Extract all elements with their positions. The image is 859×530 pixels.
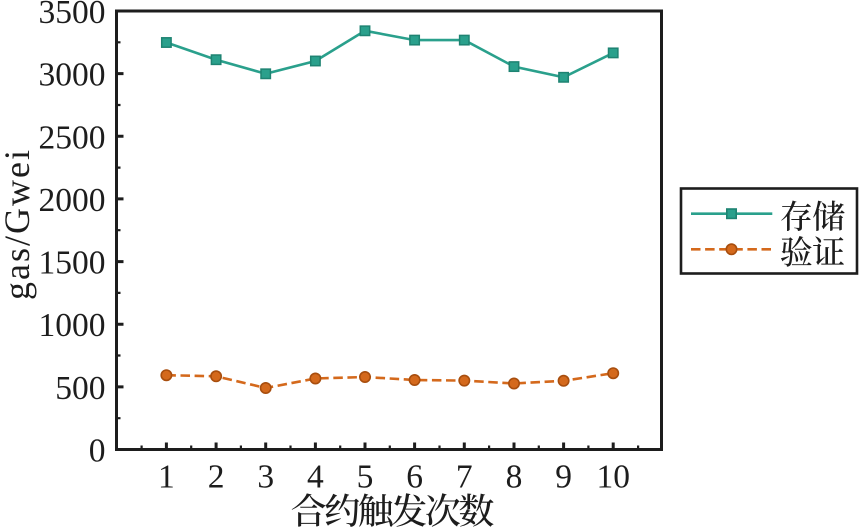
svg-text:10: 10 <box>596 458 630 495</box>
svg-text:7: 7 <box>456 458 473 495</box>
svg-text:0: 0 <box>89 433 106 470</box>
svg-text:9: 9 <box>555 458 572 495</box>
svg-text:1500: 1500 <box>39 245 106 282</box>
svg-text:6: 6 <box>406 458 423 495</box>
svg-text:3500: 3500 <box>39 0 106 31</box>
svg-text:2000: 2000 <box>39 182 106 219</box>
svg-text:4: 4 <box>307 458 324 495</box>
svg-text:1000: 1000 <box>39 307 106 344</box>
svg-text:gas/Gwei: gas/Gwei <box>0 148 37 300</box>
svg-text:3: 3 <box>257 458 274 495</box>
svg-text:500: 500 <box>55 370 105 407</box>
svg-text:1: 1 <box>158 458 175 495</box>
svg-text:3000: 3000 <box>39 57 106 94</box>
svg-text:8: 8 <box>506 458 523 495</box>
svg-text:2500: 2500 <box>39 119 106 156</box>
svg-text:2: 2 <box>208 458 225 495</box>
svg-text:5: 5 <box>357 458 374 495</box>
